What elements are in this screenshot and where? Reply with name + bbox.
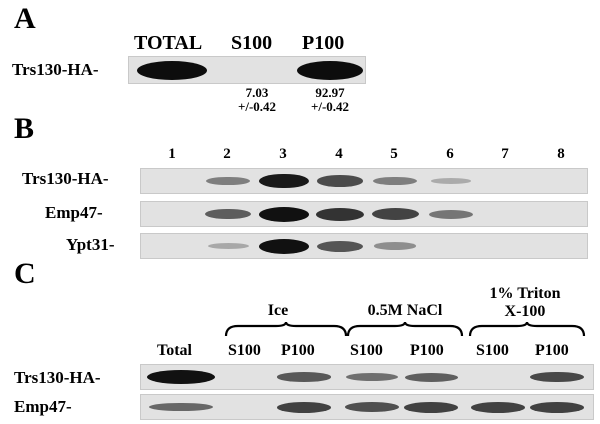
panel-c-group-nacl: 0.5M NaCl [367, 302, 443, 319]
panel-b-band-row3-lane3 [259, 238, 309, 254]
panel-c-band-row1-col4 [345, 373, 399, 381]
panel-b-row-label-1: Trs130-HA- [22, 169, 109, 188]
panel-c-band-row2-col1 [148, 402, 214, 412]
panel-c-group-ice: Ice [267, 302, 289, 319]
panel-b-band-row2-lane4 [316, 207, 364, 221]
panel-a-blot-strip [128, 56, 366, 84]
panel-b-band-row1-lane4 [316, 175, 364, 187]
panel-b-band-row2-lane6 [429, 209, 473, 219]
panel-b-band-row3-lane2 [207, 243, 249, 249]
panel-c-brace-ice [224, 321, 348, 337]
panel-a-row-label: Trs130-HA- [12, 60, 99, 79]
panel-b-band-row1-lane5 [373, 176, 417, 186]
panel-b-band-row2-lane5 [371, 208, 419, 220]
panel-a-band-p100 [297, 61, 363, 80]
panel-c-strip-emp47 [140, 394, 594, 420]
panel-c-col-s100-ice: S100 [228, 342, 261, 359]
panel-c-brace-triton [468, 321, 586, 337]
panel-b-lane-number-4: 4 [335, 146, 343, 162]
panel-b-band-row2-lane2 [205, 208, 251, 220]
panel-c-brace-nacl [346, 321, 464, 337]
panel-c-band-row2-col5 [403, 401, 459, 413]
panel-a-band-total [137, 61, 207, 80]
panel-a-letter: A [14, 2, 36, 35]
panel-c-col-s100-nacl: S100 [350, 342, 383, 359]
panel-c-band-row2-col7 [529, 401, 585, 413]
panel-b-band-row3-lane4 [317, 240, 363, 252]
panel-c-col-p100-nacl: P100 [410, 342, 444, 359]
panel-c-band-row1-col5 [404, 372, 458, 382]
panel-c-strip-trs130 [140, 364, 594, 390]
panel-c-row-label-1: Trs130-HA- [14, 368, 101, 387]
panel-b-lane-number-5: 5 [390, 146, 398, 162]
panel-b-strip-trs130 [140, 168, 588, 194]
panel-b-band-row1-lane2 [206, 176, 250, 186]
panel-c-col-s100-triton: S100 [476, 342, 509, 359]
panel-b-band-row2-lane3 [259, 206, 309, 222]
panel-a-p100-value: 92.97 +/-0.42 [310, 85, 350, 114]
panel-b-strip-ypt31 [140, 233, 588, 259]
panel-b-row-label-2: Emp47- [45, 203, 103, 222]
panel-a-header-p100: P100 [302, 32, 345, 54]
panel-b-lane-number-6: 6 [446, 146, 454, 162]
panel-b-letter: B [14, 112, 35, 145]
panel-a-header-s100: S100 [231, 32, 273, 54]
panel-b-band-row1-lane3 [259, 173, 309, 189]
panel-b-row-label-3: Ypt31- [66, 235, 115, 254]
panel-c-col-p100-triton: P100 [535, 342, 569, 359]
panel-b-band-row3-lane5 [373, 242, 417, 250]
panel-c-band-row1-col3 [277, 372, 331, 382]
panel-c-row-label-2: Emp47- [14, 397, 72, 416]
panel-c-band-row2-col4 [345, 402, 399, 412]
panel-a-header-total: TOTAL [134, 32, 203, 54]
panel-b-lane-number-8: 8 [557, 146, 565, 162]
panel-c-band-row1-col1 [147, 370, 215, 384]
panel-b-lane-number-2: 2 [223, 146, 231, 162]
panel-b-lane-number-3: 3 [279, 146, 287, 162]
panel-c-letter: C [14, 257, 36, 290]
panel-c-col-total: Total [157, 342, 192, 359]
panel-c-band-row1-col7 [530, 371, 584, 383]
panel-b-lane-number-7: 7 [501, 146, 509, 162]
panel-c-band-row2-col3 [276, 401, 332, 413]
panel-c-col-p100-ice: P100 [281, 342, 315, 359]
panel-a-s100-value: 7.03 +/-0.42 [237, 85, 277, 114]
panel-b-band-row1-lane6 [430, 178, 472, 184]
panel-b-strip-emp47 [140, 201, 588, 227]
panel-c-group-triton: 1% Triton X-100 [489, 285, 561, 320]
panel-c-band-row2-col6 [470, 401, 526, 413]
panel-b-lane-number-1: 1 [168, 146, 176, 162]
